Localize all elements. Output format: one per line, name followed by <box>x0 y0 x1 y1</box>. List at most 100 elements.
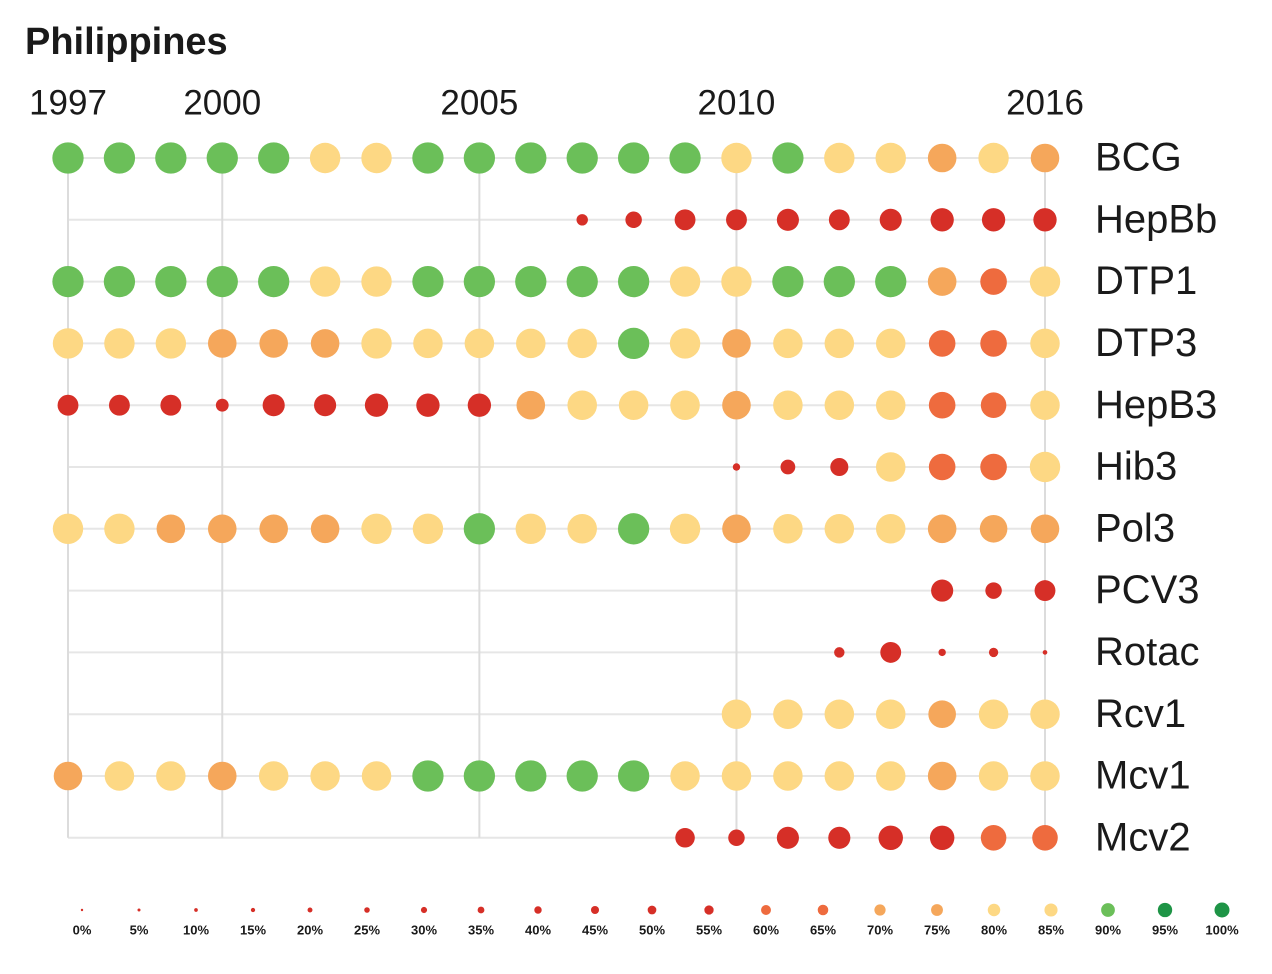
dot <box>1029 266 1061 297</box>
dot <box>927 143 957 173</box>
dot <box>314 394 337 417</box>
dot <box>207 761 237 791</box>
x-tick-label: 2000 <box>183 83 261 122</box>
x-tick-label: 2005 <box>440 83 518 122</box>
chart-title: Philippines <box>25 21 228 63</box>
row-label: DTP1 <box>1095 259 1197 303</box>
legend-dot <box>817 904 829 916</box>
dot <box>617 327 650 360</box>
dot <box>773 761 803 791</box>
dot <box>875 452 906 482</box>
dot <box>773 699 803 729</box>
dot <box>979 514 1008 543</box>
dot <box>1030 390 1060 420</box>
dot <box>773 514 803 544</box>
dot <box>310 329 340 358</box>
legend-dot <box>987 903 1001 917</box>
dot <box>617 265 650 298</box>
dot <box>104 328 135 359</box>
dot <box>160 394 182 416</box>
dot <box>927 267 957 296</box>
dot <box>566 142 598 174</box>
dot <box>878 825 903 851</box>
legend-dot <box>647 905 657 915</box>
dot <box>721 142 752 174</box>
dot <box>674 209 696 231</box>
legend-label: 10% <box>183 922 209 937</box>
dot <box>828 826 851 849</box>
legend-label: 95% <box>1152 922 1178 937</box>
legend-label: 65% <box>810 922 836 937</box>
dot <box>258 142 290 174</box>
dot <box>515 513 547 545</box>
row-label: Pol3 <box>1095 506 1175 550</box>
dot <box>773 328 803 359</box>
dot <box>1029 451 1061 483</box>
dot <box>722 390 751 420</box>
legend-label: 25% <box>354 922 380 937</box>
dot <box>823 265 855 298</box>
row-label: Mcv2 <box>1095 815 1191 859</box>
legend-label: 70% <box>867 922 893 937</box>
dot <box>412 265 444 298</box>
dot <box>1030 761 1060 791</box>
dot <box>52 328 84 359</box>
dot <box>1032 825 1058 851</box>
dot <box>675 828 695 848</box>
dot <box>567 514 597 544</box>
dot <box>780 459 796 475</box>
dot <box>617 760 650 792</box>
row-label: HepBb <box>1095 197 1217 241</box>
legend-label: 15% <box>240 922 266 937</box>
dot <box>576 214 588 226</box>
dot <box>824 142 855 174</box>
dot <box>52 265 84 298</box>
dot <box>875 142 906 174</box>
dot <box>516 328 546 359</box>
dot <box>206 142 238 174</box>
dot <box>875 265 907 298</box>
dot <box>728 829 745 847</box>
dot <box>670 761 700 791</box>
dot <box>262 394 285 417</box>
dot <box>928 700 956 729</box>
dot <box>985 582 1002 599</box>
dot <box>927 514 957 544</box>
legend-dot <box>931 904 943 916</box>
x-tick-label: 2016 <box>1006 83 1084 122</box>
row-label: Rotac <box>1095 630 1200 674</box>
dot <box>57 394 79 416</box>
x-tick-label: 2010 <box>698 83 776 122</box>
dot <box>515 142 547 174</box>
dot <box>412 142 444 174</box>
legend-label: 75% <box>924 922 950 937</box>
dot <box>980 825 1007 851</box>
dot <box>875 761 906 791</box>
dot <box>464 328 495 359</box>
dot <box>463 760 496 792</box>
dot <box>156 514 186 544</box>
dot <box>515 265 547 298</box>
row-label: Hib3 <box>1095 445 1177 489</box>
dot <box>980 268 1007 295</box>
dot <box>566 265 598 298</box>
dot <box>259 329 288 358</box>
dot <box>156 761 186 791</box>
dot <box>1030 143 1060 173</box>
dot <box>931 579 954 602</box>
legend-label: 40% <box>525 922 551 937</box>
legend-dot <box>137 908 141 912</box>
x-tick-label: 1997 <box>29 83 107 122</box>
legend-label: 85% <box>1038 922 1064 937</box>
dot <box>207 514 237 544</box>
legend-label: 80% <box>981 922 1007 937</box>
dot <box>988 647 999 658</box>
dot <box>929 825 955 851</box>
dot <box>978 761 1009 791</box>
dot <box>772 265 804 298</box>
dot <box>938 648 946 657</box>
legend-label: 60% <box>753 922 779 937</box>
dot <box>824 761 855 791</box>
dot <box>824 328 855 359</box>
